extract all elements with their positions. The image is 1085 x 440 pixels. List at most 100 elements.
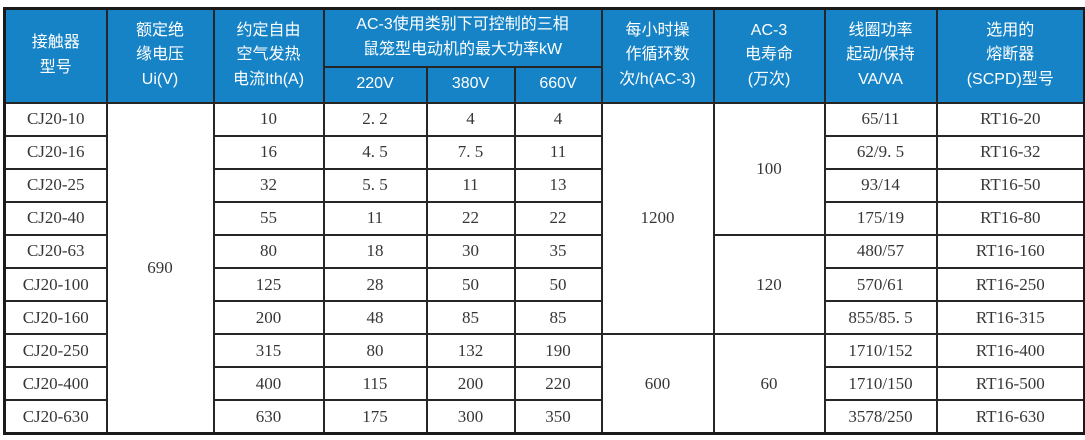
- cell-model: CJ20-63: [3, 233, 108, 269]
- cell-ith: 125: [212, 266, 325, 303]
- cell-ith: 16: [212, 134, 325, 170]
- cell-fuse: RT16-80: [935, 200, 1085, 236]
- cell-coil: 3578/250: [823, 399, 938, 435]
- cell-kw380: 11: [425, 167, 516, 203]
- cell-fuse: RT16-160: [935, 233, 1085, 269]
- header-row-group: 接触器 型号 额定绝 缘电压 Ui(V) 约定自由 空气发热 电流Ith(A) …: [3, 7, 1085, 104]
- cell-coil: 62/9. 5: [823, 134, 938, 170]
- cell-fuse: RT16-20: [935, 101, 1085, 137]
- cell-kw660: 13: [513, 167, 603, 203]
- cell-kw380: 300: [425, 399, 516, 435]
- cell-kw220: 11: [322, 200, 428, 236]
- cell-coil: 570/61: [823, 266, 938, 303]
- cell-life-merged: 60: [712, 333, 826, 435]
- cell-coil: 480/57: [823, 233, 938, 269]
- cell-kw660: 350: [513, 399, 603, 435]
- cell-model: CJ20-100: [3, 266, 108, 303]
- header-cell-kw-group: AC-3使用类别下可控制的三相 鼠笼型电动机的最大功率kW: [322, 7, 603, 68]
- cell-kw660: 190: [513, 333, 603, 369]
- cell-kw220: 28: [322, 266, 428, 303]
- header-cell-coil: 线圈功率 起动/保持 VA/VA: [823, 7, 938, 104]
- cell-kw220: 4. 5: [322, 134, 428, 170]
- cell-kw380: 132: [425, 333, 516, 369]
- table-row: CJ20-400 400 115 200 220 1710/150 RT16-5…: [3, 366, 1085, 402]
- table-row: CJ20-16 16 4. 5 7. 5 11 62/9. 5 RT16-32: [3, 134, 1085, 170]
- cell-ith: 315: [212, 333, 325, 369]
- cell-cycles-merged: 600: [600, 333, 715, 435]
- cell-kw220: 48: [322, 300, 428, 336]
- cell-ith: 200: [212, 300, 325, 336]
- table-row: CJ20-250 315 80 132 190 600 60 1710/152 …: [3, 333, 1085, 435]
- cell-model: CJ20-10: [3, 101, 108, 137]
- cell-life-merged: 120: [712, 233, 826, 336]
- cell-kw660: 220: [513, 366, 603, 402]
- table-header: 接触器 型号 额定绝 缘电压 Ui(V) 约定自由 空气发热 电流Ith(A) …: [3, 7, 1085, 104]
- cell-model: CJ20-40: [3, 200, 108, 236]
- cell-kw380: 30: [425, 233, 516, 269]
- cell-coil: 93/14: [823, 167, 938, 203]
- cell-ith: 32: [212, 167, 325, 203]
- cell-kw660: 85: [513, 300, 603, 336]
- cell-fuse: RT16-400: [935, 333, 1085, 369]
- cell-model: CJ20-25: [3, 167, 108, 203]
- cell-coil: 175/19: [823, 200, 938, 236]
- cell-kw220: 115: [322, 366, 428, 402]
- cell-kw660: 50: [513, 266, 603, 303]
- cell-fuse: RT16-32: [935, 134, 1085, 170]
- cell-kw220: 5. 5: [322, 167, 428, 203]
- table-row: CJ20-630 630 175 300 350 3578/250 RT16-6…: [3, 399, 1085, 435]
- cell-ith: 400: [212, 366, 325, 402]
- contactor-spec-table: 接触器 型号 额定绝 缘电压 Ui(V) 约定自由 空气发热 电流Ith(A) …: [3, 7, 1085, 435]
- header-cell-ui: 额定绝 缘电压 Ui(V): [105, 7, 215, 104]
- header-cell-model: 接触器 型号: [3, 7, 108, 104]
- table-body: CJ20-10 690 10 2. 2 4 4 1200 100 65/11 R…: [3, 101, 1085, 435]
- table-row: CJ20-10 690 10 2. 2 4 4 1200 100 65/11 R…: [3, 101, 1085, 435]
- cell-life-merged: 100: [712, 101, 826, 236]
- cell-coil: 855/85. 5: [823, 300, 938, 336]
- table-row: CJ20-100 125 28 50 50 570/61 RT16-250: [3, 266, 1085, 303]
- header-cell-life: AC-3 电寿命 (万次): [712, 7, 826, 104]
- header-cell-380v: 380V: [425, 65, 516, 104]
- cell-kw660: 11: [513, 134, 603, 170]
- cell-kw660: 22: [513, 200, 603, 236]
- header-cell-cycles: 每小时操 作循环数 次/h(AC-3): [600, 7, 715, 104]
- header-cell-ith: 约定自由 空气发热 电流Ith(A): [212, 7, 325, 104]
- cell-model: CJ20-400: [3, 366, 108, 402]
- cell-coil: 1710/150: [823, 366, 938, 402]
- cell-coil: 65/11: [823, 101, 938, 137]
- cell-kw660: 35: [513, 233, 603, 269]
- cell-model: CJ20-250: [3, 333, 108, 369]
- cell-kw380: 50: [425, 266, 516, 303]
- cell-kw220: 80: [322, 333, 428, 369]
- header-cell-220v: 220V: [322, 65, 428, 104]
- table-row: CJ20-25 32 5. 5 11 13 93/14 RT16-50: [3, 167, 1085, 203]
- cell-kw220: 175: [322, 399, 428, 435]
- cell-kw380: 200: [425, 366, 516, 402]
- cell-ith: 630: [212, 399, 325, 435]
- cell-ith: 80: [212, 233, 325, 269]
- cell-ith: 55: [212, 200, 325, 236]
- header-cell-660v: 660V: [513, 65, 603, 104]
- cell-model: CJ20-16: [3, 134, 108, 170]
- cell-ith: 10: [212, 101, 325, 137]
- cell-kw220: 2. 2: [322, 101, 428, 137]
- cell-fuse: RT16-50: [935, 167, 1085, 203]
- cell-kw380: 22: [425, 200, 516, 236]
- cell-cycles-merged: 1200: [600, 101, 715, 336]
- cell-kw380: 4: [425, 101, 516, 137]
- table-row: CJ20-40 55 11 22 22 175/19 RT16-80: [3, 200, 1085, 236]
- cell-model: CJ20-160: [3, 300, 108, 336]
- cell-ui-merged: 690: [105, 101, 215, 435]
- header-cell-fuse: 选用的 熔断器 (SCPD)型号: [935, 7, 1085, 104]
- cell-fuse: RT16-500: [935, 366, 1085, 402]
- cell-fuse: RT16-250: [935, 266, 1085, 303]
- cell-kw380: 85: [425, 300, 516, 336]
- table-row: CJ20-160 200 48 85 85 855/85. 5 RT16-315: [3, 300, 1085, 336]
- cell-kw660: 4: [513, 101, 603, 137]
- cell-fuse: RT16-630: [935, 399, 1085, 435]
- cell-kw220: 18: [322, 233, 428, 269]
- cell-model: CJ20-630: [3, 399, 108, 435]
- header-row-sub: 220V 380V 660V: [5, 65, 1085, 104]
- cell-coil: 1710/152: [823, 333, 938, 369]
- cell-fuse: RT16-315: [935, 300, 1085, 336]
